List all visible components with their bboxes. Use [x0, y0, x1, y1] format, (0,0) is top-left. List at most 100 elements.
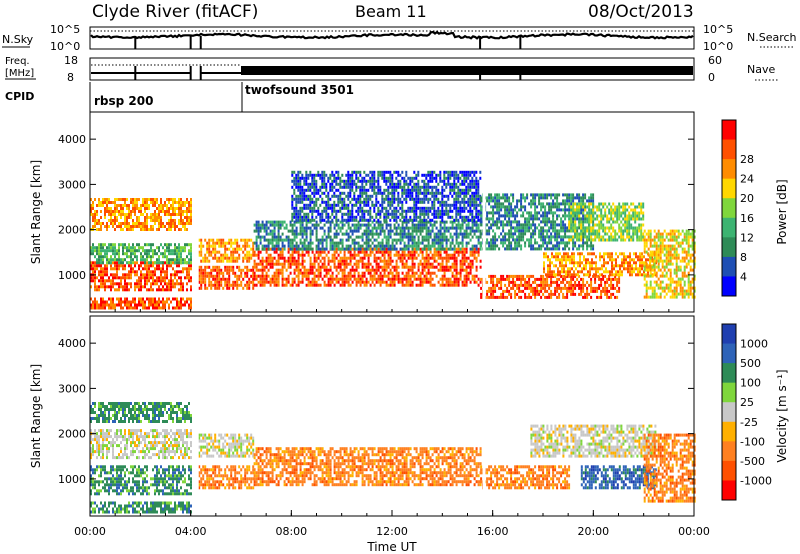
power-cell [467, 265, 470, 269]
power-cell [269, 256, 272, 260]
power-cell [389, 203, 392, 207]
power-cell [176, 255, 178, 259]
power-cell [403, 185, 406, 189]
power-cell [202, 268, 205, 272]
power-cell [200, 244, 203, 248]
power-cell [457, 191, 460, 195]
power-cell [307, 197, 310, 201]
power-cell [297, 280, 300, 284]
power-cell [277, 223, 280, 227]
power-cell [156, 219, 158, 222]
power-cell [421, 253, 424, 257]
power-cell [447, 203, 450, 207]
power-cell [492, 223, 495, 227]
power-cell [546, 295, 549, 299]
power-cell [361, 247, 364, 251]
power-cell [401, 283, 404, 287]
power-cell [307, 250, 310, 254]
power-cell [441, 197, 444, 201]
power-cell [295, 265, 298, 269]
power-cell [405, 223, 408, 227]
power-cell [528, 286, 531, 290]
power-cell [138, 267, 140, 271]
power-cell [307, 283, 310, 287]
power-cell [162, 300, 164, 304]
power-cell [148, 267, 150, 271]
power-cell [311, 176, 314, 180]
power-cell [455, 283, 458, 287]
power-cell [104, 198, 106, 201]
power-cell [309, 220, 312, 224]
power-cell [618, 280, 621, 284]
power-cell [379, 274, 382, 278]
power-cell [333, 173, 336, 177]
power-cell [323, 238, 326, 242]
power-cell [333, 200, 336, 204]
power-cell [526, 274, 529, 278]
power-cell [508, 214, 511, 218]
power-cell [148, 249, 150, 253]
power-cell [255, 226, 258, 230]
power-cell [140, 213, 142, 216]
power-cell [381, 244, 384, 248]
power-cell [498, 226, 501, 230]
power-cell [200, 283, 203, 287]
power-cell [311, 206, 314, 210]
power-cell [480, 241, 483, 245]
power-cell [504, 208, 507, 212]
power-cell [445, 280, 448, 284]
power-cell [377, 176, 380, 180]
power-cell [190, 300, 192, 304]
power-cell [405, 232, 408, 236]
power-cell [222, 274, 225, 278]
power-cell [419, 185, 422, 189]
power-cell [425, 194, 428, 198]
power-cell [144, 303, 146, 307]
power-cell [359, 218, 362, 222]
power-cell [379, 280, 382, 284]
power-cell [106, 225, 108, 228]
power-cell [198, 286, 201, 290]
power-cell [269, 280, 272, 284]
power-cell [124, 276, 126, 280]
power-cell [188, 276, 190, 280]
power-cell [112, 261, 114, 265]
power-cell [122, 249, 124, 253]
power-cell [108, 246, 110, 250]
power-cell [494, 211, 497, 215]
power-cell [190, 219, 192, 222]
power-cell [463, 274, 466, 278]
power-cell [387, 170, 390, 174]
power-cell [349, 215, 352, 219]
power-cell [405, 271, 408, 275]
power-cell [413, 265, 416, 269]
power-cell [142, 297, 144, 301]
power-cell [236, 238, 239, 242]
power-cell [379, 212, 382, 216]
power-cell [144, 216, 146, 219]
power-cell [333, 277, 336, 281]
power-cell [283, 247, 286, 251]
power-cell [252, 283, 255, 287]
power-cell [546, 289, 549, 293]
power-cell [473, 197, 476, 201]
power-cell [255, 265, 258, 269]
power-cell [375, 215, 378, 219]
power-cell [345, 232, 348, 236]
power-cell [558, 286, 561, 290]
power-cell [341, 280, 344, 284]
power-cell [441, 203, 444, 207]
power-cell [303, 265, 306, 269]
power-cell [494, 232, 497, 236]
power-cell [309, 206, 312, 210]
power-cell [435, 232, 438, 236]
power-cell [100, 246, 102, 250]
power-cell [323, 262, 326, 266]
power-cell [582, 277, 585, 281]
power-cell [389, 235, 392, 239]
power-cell [403, 226, 406, 230]
power-cell [301, 271, 304, 275]
power-cell [313, 194, 316, 198]
power-cell [492, 205, 495, 209]
power-cell [259, 226, 262, 230]
